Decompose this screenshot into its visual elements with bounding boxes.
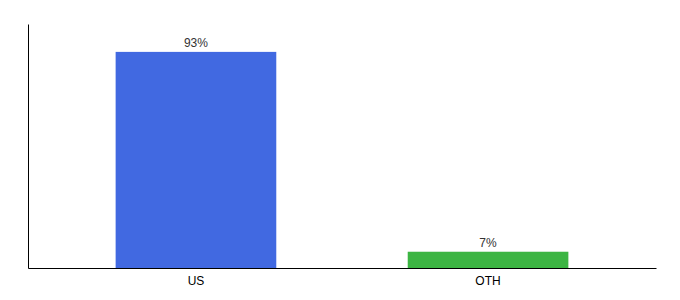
x-tick-label: US [188, 274, 205, 288]
x-tick: US [188, 268, 205, 288]
plot-area: US OTH 93% 7% [29, 25, 657, 289]
chart-svg: US OTH 93% 7% [0, 0, 680, 300]
x-axis-line [29, 268, 657, 269]
x-tick-label: OTH [475, 274, 500, 288]
y-axis [28, 25, 29, 269]
chart-container: US OTH 93% 7% [0, 0, 680, 300]
bar [116, 52, 277, 268]
y-axis-line [28, 25, 29, 269]
bar [408, 252, 569, 268]
x-axis: US OTH [29, 268, 657, 288]
data-label: 93% [184, 36, 208, 50]
data-labels: 93% 7% [184, 36, 497, 250]
x-tick: OTH [475, 268, 500, 288]
data-label: 7% [479, 236, 497, 250]
bars [116, 52, 569, 268]
